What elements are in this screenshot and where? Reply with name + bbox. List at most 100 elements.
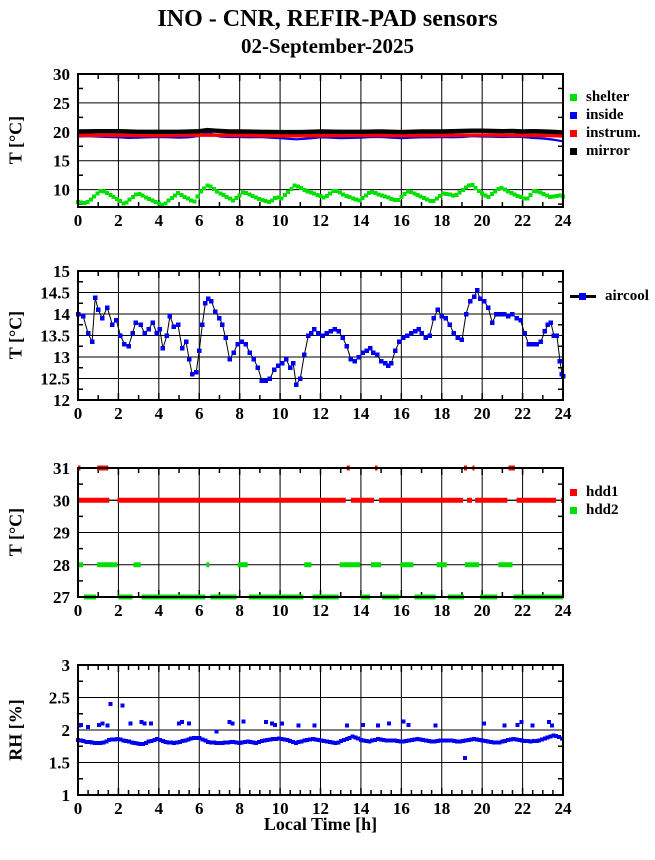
x-tick-label: 22 [514, 601, 531, 620]
x-tick-label: 22 [514, 211, 531, 230]
series-rh-main-band [76, 733, 564, 747]
y-tick-label: 25 [53, 94, 70, 113]
x-tick-label: 2 [114, 211, 123, 230]
y-tick-label: 29 [53, 524, 70, 543]
x-tick-label: 12 [312, 404, 329, 423]
x-tick-label: 2 [114, 404, 123, 423]
inside-marker-icon [570, 111, 577, 119]
x-tick-label: 8 [235, 601, 244, 620]
x-tick-label: 22 [514, 404, 531, 423]
x-tick-label: 24 [555, 601, 573, 620]
y-tick-label: 30 [53, 65, 70, 84]
series-aircool [75, 288, 566, 388]
x-tick-label: 10 [272, 404, 289, 423]
x-tick-label: 12 [312, 799, 329, 818]
x-tick-label: 0 [74, 211, 83, 230]
x-tick-label: 14 [352, 799, 370, 818]
x-tick-label: 0 [74, 799, 83, 818]
series-mirror [77, 127, 564, 135]
x-tick-label: 10 [272, 601, 289, 620]
y-tick-label: 20 [53, 123, 70, 142]
x-tick-label: 12 [312, 211, 329, 230]
legend-label-hdd1: hdd1 [586, 483, 619, 500]
x-tick-label: 2 [114, 601, 123, 620]
x-tick-label: 22 [514, 799, 531, 818]
y-tick-label: 15 [53, 262, 70, 281]
x-tick-label: 8 [235, 799, 244, 818]
legend-label-shelter: shelter [586, 88, 630, 105]
x-tick-label: 14 [352, 404, 370, 423]
x-tick-label: 14 [352, 211, 370, 230]
x-tick-label: 6 [195, 404, 204, 423]
y-tick-label: 30 [53, 491, 70, 510]
y-tick-label: 13 [53, 348, 70, 367]
x-tick-label: 24 [555, 211, 573, 230]
x-tick-label: 6 [195, 601, 204, 620]
plot4-y-axis-label: RH [%] [5, 699, 26, 761]
shelter-marker-icon [570, 93, 577, 101]
x-tick-label: 4 [155, 211, 164, 230]
y-tick-label: 10 [53, 181, 70, 200]
y-tick-label: 2 [62, 721, 71, 740]
x-tick-label: 20 [474, 601, 491, 620]
x-tick-label: 6 [195, 799, 204, 818]
x-tick-label: 10 [272, 211, 289, 230]
y-tick-label: 12 [53, 391, 70, 410]
x-tick-label: 20 [474, 211, 491, 230]
x-tick-label: 18 [433, 404, 450, 423]
legend-label-aircool: aircool [605, 287, 649, 304]
y-tick-label: 3 [62, 656, 71, 675]
x-tick-label: 16 [393, 601, 410, 620]
x-tick-label: 12 [312, 601, 329, 620]
x-tick-label: 16 [393, 404, 410, 423]
legend-item-aircool: aircool [570, 287, 649, 305]
x-tick-label: 16 [393, 799, 410, 818]
x-tick-label: 0 [74, 601, 83, 620]
x-tick-label: 2 [114, 799, 123, 818]
y-tick-label: 27 [53, 588, 71, 607]
x-tick-label: 18 [433, 799, 450, 818]
x-tick-label: 0 [74, 404, 83, 423]
series-rh-upper-points [77, 702, 554, 760]
plot3-legend: hdd1 hdd2 [570, 483, 619, 519]
plot-2: 0 2 4 6 8 10 12 14 16 18 20 22 241212.51313.51414.51… [40, 262, 572, 423]
x-tick-label: 14 [352, 601, 370, 620]
x-tick-label: 8 [235, 211, 244, 230]
y-tick-label: 1.5 [49, 754, 70, 773]
legend-item-hdd1: hdd1 [570, 483, 619, 501]
legend-label-inside: inside [586, 106, 624, 123]
y-tick-label: 1 [62, 786, 71, 805]
x-tick-label: 18 [433, 601, 450, 620]
x-tick-label: 6 [195, 211, 204, 230]
x-axis-label: Local Time [h] [263, 814, 378, 834]
x-tick-label: 16 [393, 211, 410, 230]
plot1-legend: shelter inside instrum. mirror [570, 88, 641, 160]
plot2-legend: aircool [570, 287, 649, 305]
y-tick-label: 31 [53, 459, 70, 478]
plot2-y-axis-label: T [°C] [5, 310, 26, 360]
plot1-y-axis-label: T [°C] [5, 115, 26, 165]
legend-item-mirror: mirror [570, 142, 641, 160]
x-tick-label: 24 [555, 799, 573, 818]
hdd1-marker-icon [570, 488, 577, 496]
page-title: INO - CNR, REFIR-PAD sensors [157, 6, 498, 32]
legend-item-inside: inside [570, 106, 641, 124]
legend-label-instrum: instrum. [586, 124, 641, 141]
x-tick-label: 10 [272, 799, 289, 818]
x-tick-label: 4 [155, 404, 164, 423]
y-tick-label: 28 [53, 556, 70, 575]
y-tick-label: 15 [53, 152, 70, 171]
legend-item-shelter: shelter [570, 88, 641, 106]
x-tick-label: 20 [474, 799, 491, 818]
legend-label-mirror: mirror [586, 142, 630, 159]
series-shelter [76, 183, 565, 207]
x-tick-label: 4 [155, 601, 164, 620]
y-tick-label: 14.5 [40, 284, 70, 303]
page-subtitle: 02-September-2025 [240, 34, 414, 58]
x-tick-label: 4 [155, 799, 164, 818]
